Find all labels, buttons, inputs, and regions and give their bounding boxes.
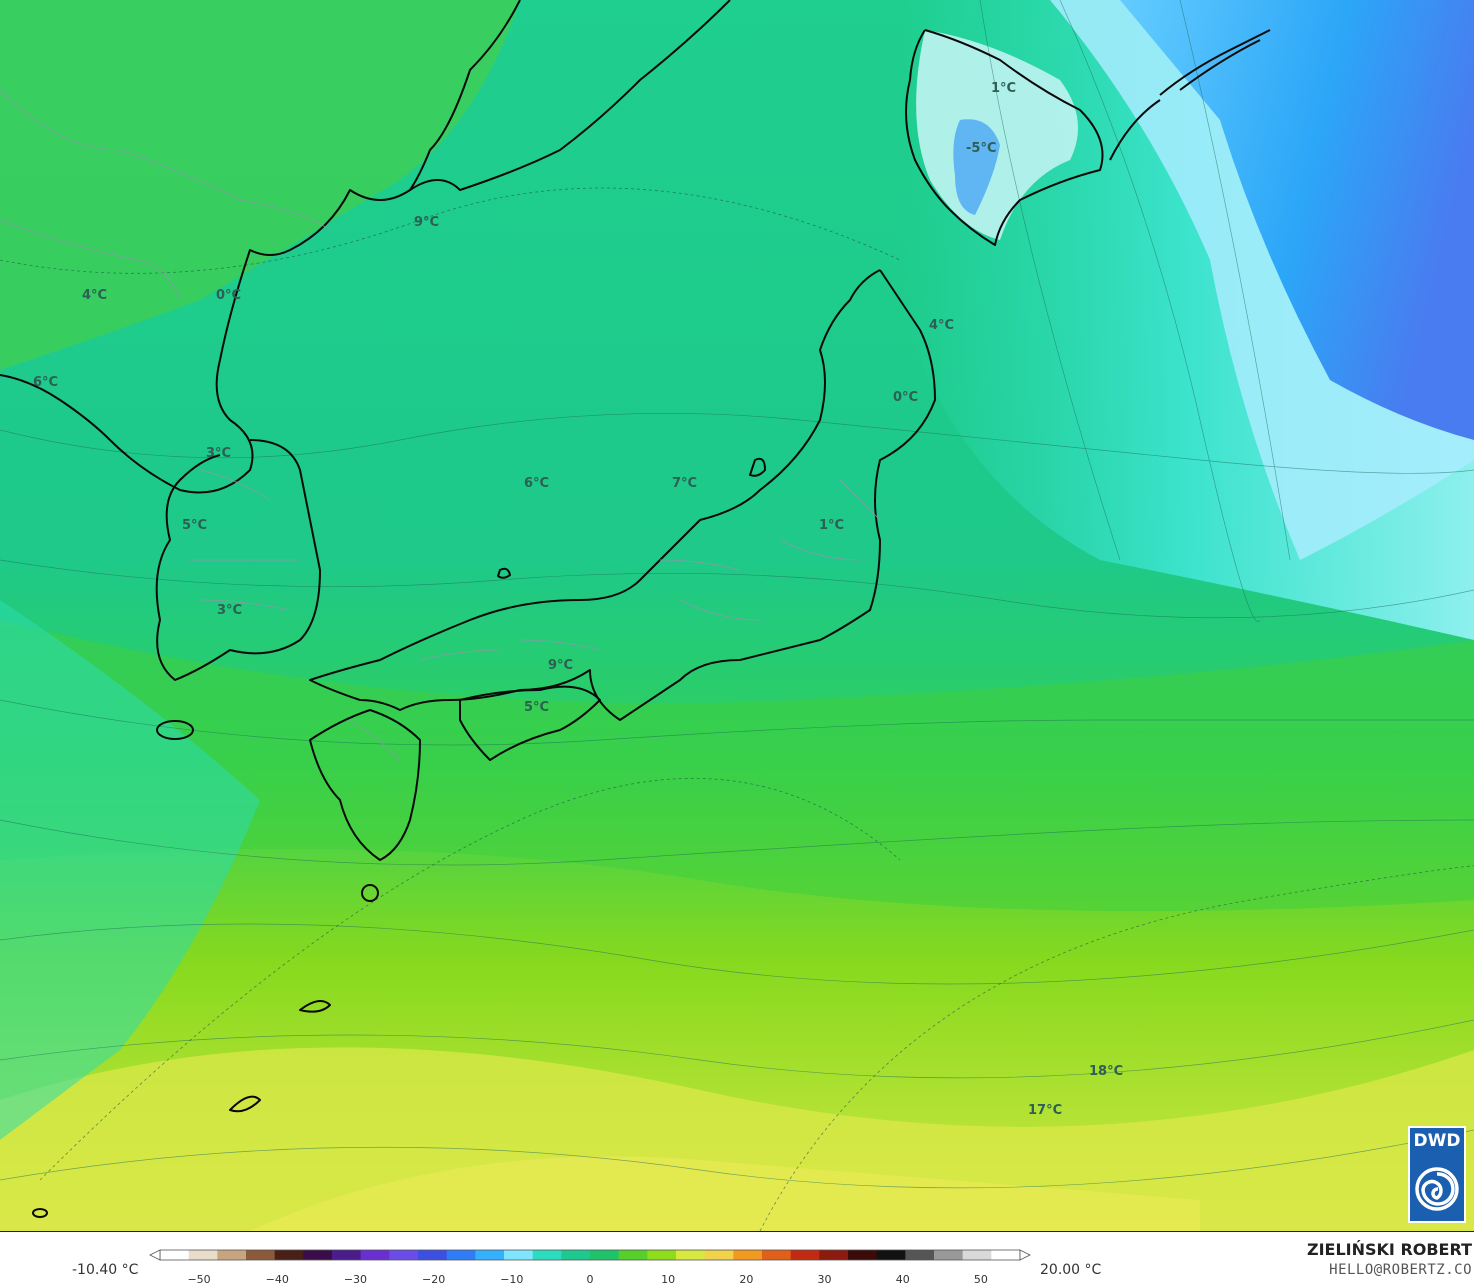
northwest-land bbox=[0, 0, 520, 370]
scale-cell bbox=[733, 1250, 763, 1260]
scale-cell bbox=[905, 1250, 935, 1260]
kyushu-coast bbox=[309, 709, 421, 861]
scale-tick-label: −30 bbox=[343, 1273, 368, 1286]
max-value-label: 20.00 °C bbox=[1040, 1262, 1102, 1278]
coldest-region bbox=[1120, 0, 1474, 440]
scale-cell bbox=[991, 1250, 1021, 1260]
scale-cell bbox=[274, 1250, 304, 1260]
sado-island bbox=[749, 457, 766, 477]
oki-island bbox=[497, 567, 511, 579]
temperature-label: -5°C bbox=[966, 141, 997, 156]
scale-tick-label: −40 bbox=[265, 1273, 289, 1286]
temperature-label: 6°C bbox=[33, 375, 59, 390]
contact-email: HELLO@ROBERTZ.CO bbox=[1329, 1262, 1472, 1278]
scale-cell bbox=[504, 1250, 534, 1260]
shikoku-coast bbox=[459, 685, 601, 761]
scale-cell bbox=[303, 1250, 333, 1260]
scale-cell bbox=[934, 1250, 964, 1260]
scale-cell bbox=[475, 1250, 505, 1260]
scale-cell bbox=[561, 1250, 591, 1260]
scale-tick-label: 10 bbox=[661, 1273, 676, 1286]
scale-cell bbox=[246, 1250, 276, 1260]
scale-cell bbox=[762, 1250, 792, 1260]
color-scale bbox=[149, 1249, 1031, 1261]
coastlines bbox=[0, 0, 1271, 1218]
jeju-island bbox=[156, 720, 194, 740]
scale-tick-label: −10 bbox=[500, 1273, 524, 1286]
scale-cell bbox=[962, 1250, 992, 1260]
scale-cell bbox=[676, 1250, 706, 1260]
temperature-map: 1°C -5°C 9°C 4°C 0°C 4°C 6°C 0°C 3°C 6°C 7°C 1°C 5°C… bbox=[0, 0, 1474, 1231]
green-band bbox=[0, 620, 1474, 912]
warm-south-band bbox=[0, 1047, 1474, 1231]
scale-cell bbox=[418, 1250, 448, 1260]
scale-cell bbox=[790, 1250, 820, 1260]
dwd-logo: DWD bbox=[1408, 1126, 1466, 1223]
yakushima-island bbox=[361, 884, 379, 902]
temperature-label: 9°C bbox=[548, 658, 574, 673]
sakhalin-coast bbox=[1109, 39, 1261, 161]
temperature-label: 1°C bbox=[991, 81, 1017, 96]
scale-cell bbox=[532, 1250, 562, 1260]
scale-cell bbox=[876, 1250, 906, 1260]
temperature-label: 0°C bbox=[216, 288, 242, 303]
hokkaido-coldest bbox=[953, 119, 1000, 215]
scale-cell bbox=[188, 1250, 218, 1260]
scale-cell bbox=[618, 1250, 648, 1260]
author-name: ZIELIŃSKI ROBERT bbox=[1306, 1240, 1472, 1259]
temperature-label: 5°C bbox=[182, 518, 208, 533]
scale-tick-label: −20 bbox=[422, 1273, 446, 1286]
temperature-label: 17°C bbox=[1028, 1103, 1063, 1118]
scale-cell bbox=[389, 1250, 419, 1260]
temperature-label: 4°C bbox=[929, 318, 955, 333]
scale-cell bbox=[160, 1250, 190, 1260]
scale-cell bbox=[819, 1250, 849, 1260]
hokkaido-coast bbox=[905, 29, 1104, 246]
temperature-label: 9°C bbox=[414, 215, 440, 230]
scale-left-arrow bbox=[149, 1249, 161, 1261]
temperature-label: 4°C bbox=[82, 288, 108, 303]
temperature-label: 1°C bbox=[819, 518, 845, 533]
admin-borders bbox=[0, 89, 881, 761]
scale-cell bbox=[704, 1250, 734, 1260]
scale-tick-label: 0 bbox=[586, 1273, 594, 1286]
min-value-label: -10.40 °C bbox=[72, 1262, 139, 1278]
scale-cell bbox=[332, 1250, 362, 1260]
isotherms bbox=[0, 0, 1474, 1189]
temperature-label: 3°C bbox=[206, 446, 232, 461]
dashed-isotherms bbox=[0, 187, 1474, 1231]
scale-tick-label: 20 bbox=[739, 1273, 754, 1286]
kuril-islands bbox=[1159, 29, 1271, 96]
scale-right-arrow bbox=[1019, 1249, 1031, 1261]
scale-tick-label: 50 bbox=[973, 1273, 988, 1286]
mainland-coast bbox=[0, 0, 521, 494]
temperature-label: 5°C bbox=[524, 700, 550, 715]
warmest-area bbox=[250, 1156, 1200, 1231]
scale-cell bbox=[446, 1250, 476, 1260]
korea-coast bbox=[155, 439, 321, 681]
swirl-icon bbox=[1415, 1167, 1459, 1211]
taiwan-tip bbox=[32, 1208, 48, 1218]
temperature-label: 3°C bbox=[217, 603, 243, 618]
russia-coast bbox=[409, 0, 731, 191]
honshu-coast bbox=[309, 269, 936, 721]
scale-cell bbox=[217, 1250, 247, 1260]
map-canvas bbox=[0, 0, 1474, 1231]
scale-tick-label: −50 bbox=[187, 1273, 211, 1286]
legend-footer bbox=[0, 1231, 1474, 1288]
scale-cell bbox=[848, 1250, 878, 1260]
temperature-label: 7°C bbox=[672, 476, 698, 491]
temperature-label: 0°C bbox=[893, 390, 919, 405]
west-cool-region bbox=[0, 600, 260, 1140]
scale-tick-label: 40 bbox=[895, 1273, 910, 1286]
scale-cell bbox=[360, 1250, 390, 1260]
ryukyu-islands bbox=[229, 1000, 331, 1113]
temperature-label: 6°C bbox=[524, 476, 550, 491]
scale-tick-label: 30 bbox=[817, 1273, 832, 1286]
temperature-label: 18°C bbox=[1089, 1064, 1124, 1079]
dwd-logo-text: DWD bbox=[1413, 1131, 1461, 1151]
scale-cell bbox=[590, 1250, 620, 1260]
scale-cell bbox=[647, 1250, 677, 1260]
